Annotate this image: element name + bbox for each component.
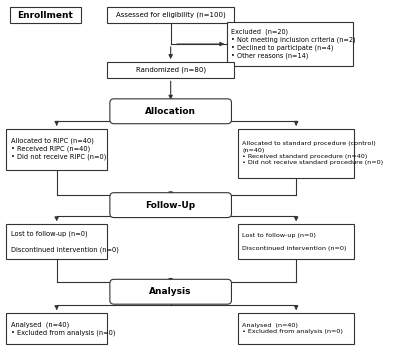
Text: Lost to follow-up (n=0)

Discontinued intervention (n=0): Lost to follow-up (n=0) Discontinued int… bbox=[242, 233, 346, 251]
Text: Allocated to RIPC (n=40)
• Received RIPC (n=40)
• Did not receive RIPC (n=0): Allocated to RIPC (n=40) • Received RIPC… bbox=[10, 138, 106, 161]
FancyBboxPatch shape bbox=[110, 279, 232, 304]
FancyBboxPatch shape bbox=[238, 313, 354, 345]
Text: Assessed for eligibility (n=100): Assessed for eligibility (n=100) bbox=[116, 12, 226, 18]
FancyBboxPatch shape bbox=[6, 129, 107, 170]
FancyBboxPatch shape bbox=[110, 99, 232, 124]
FancyBboxPatch shape bbox=[10, 7, 80, 23]
FancyBboxPatch shape bbox=[238, 224, 354, 259]
Text: Analysed  (n=40)
• Excluded from analysis (n=0): Analysed (n=40) • Excluded from analysis… bbox=[10, 321, 115, 336]
Text: Allocated to standard procedure (control)
(n=40)
• Received standard procedure (: Allocated to standard procedure (control… bbox=[242, 142, 383, 165]
Text: Allocation: Allocation bbox=[145, 107, 196, 116]
FancyBboxPatch shape bbox=[107, 7, 234, 23]
Text: Randomized (n=80): Randomized (n=80) bbox=[136, 67, 206, 74]
FancyBboxPatch shape bbox=[238, 129, 354, 177]
FancyBboxPatch shape bbox=[110, 193, 232, 218]
Text: Follow-Up: Follow-Up bbox=[146, 201, 196, 210]
FancyBboxPatch shape bbox=[6, 224, 107, 259]
Text: Lost to follow-up (n=0)

Discontinued intervention (n=0): Lost to follow-up (n=0) Discontinued int… bbox=[10, 231, 118, 253]
FancyBboxPatch shape bbox=[107, 62, 234, 78]
Text: Enrollment: Enrollment bbox=[17, 11, 73, 20]
Text: Analysed  (n=40)
• Excluded from analysis (n=0): Analysed (n=40) • Excluded from analysis… bbox=[242, 323, 343, 334]
FancyBboxPatch shape bbox=[6, 313, 107, 345]
FancyBboxPatch shape bbox=[227, 22, 353, 66]
Text: Excluded  (n=20)
• Not meeting inclusion criteria (n=2)
• Declined to participat: Excluded (n=20) • Not meeting inclusion … bbox=[232, 29, 356, 59]
Text: Analysis: Analysis bbox=[150, 287, 192, 296]
